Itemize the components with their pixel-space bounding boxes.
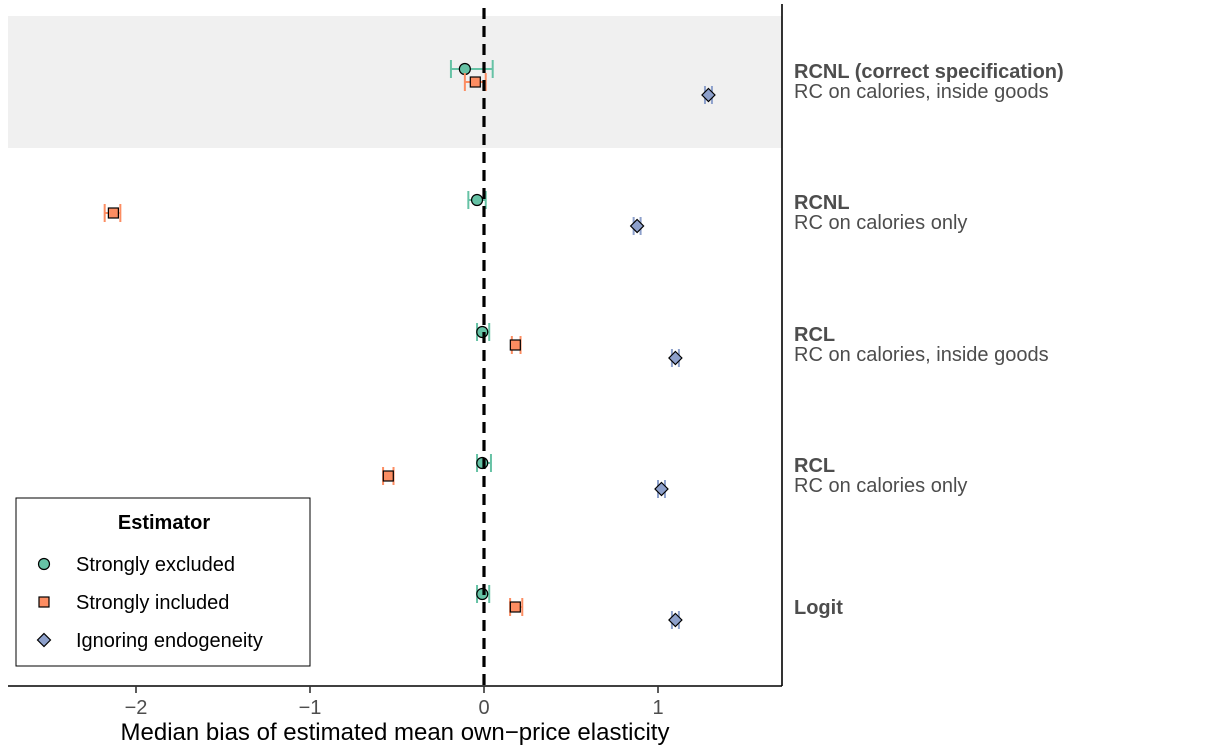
- row-title: RCL: [794, 455, 835, 477]
- legend-marker: [38, 596, 50, 608]
- data-point: [668, 612, 683, 628]
- data-point: [629, 218, 645, 234]
- x-tick-label: 0: [478, 697, 489, 719]
- x-tick-label: 1: [652, 697, 663, 719]
- x-tick-label: −1: [299, 697, 322, 719]
- data-point: [476, 456, 489, 470]
- row-title: Logit: [794, 597, 843, 619]
- row-subtitle: RC on calories, inside goods: [794, 344, 1049, 366]
- data-point: [458, 62, 471, 76]
- row-subtitle: RC on calories only: [794, 475, 967, 497]
- x-tick-label: −2: [125, 697, 148, 719]
- data-point: [107, 207, 119, 219]
- row-subtitle: RC on calories, inside goods: [794, 81, 1049, 103]
- data-point: [509, 601, 521, 613]
- legend-label: Ignoring endogeneity: [76, 630, 263, 652]
- data-point: [476, 587, 489, 601]
- row-title: RCNL: [794, 192, 850, 214]
- legend-title: Estimator: [118, 512, 210, 534]
- x-axis-title: Median bias of estimated mean own−price …: [121, 719, 670, 746]
- legend-marker: [37, 557, 51, 571]
- legend-box: [15, 497, 311, 667]
- data-point: [470, 193, 484, 207]
- row-subtitle: RC on calories only: [794, 212, 967, 234]
- legend-label: Strongly excluded: [76, 554, 235, 576]
- data-point: [701, 87, 716, 103]
- legend-marker: [36, 632, 52, 648]
- data-point: [476, 325, 489, 339]
- legend: Estimator Strongly excluded Strongly incl…: [15, 497, 311, 667]
- row-highlight: [8, 16, 782, 148]
- data-point: [509, 339, 521, 351]
- legend-label: Strongly included: [76, 592, 229, 614]
- data-point: [654, 481, 669, 497]
- data-point: [668, 350, 683, 366]
- row-title: RCNL (correct specification): [794, 61, 1064, 83]
- row-title: RCL: [794, 324, 835, 346]
- data-point: [469, 76, 481, 88]
- data-point: [382, 470, 394, 482]
